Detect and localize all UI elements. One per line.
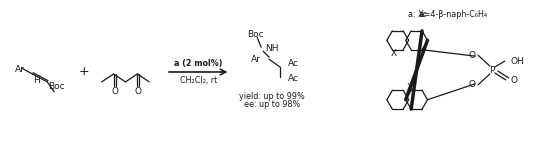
Text: Ar: Ar <box>251 55 261 64</box>
Text: O: O <box>135 87 142 96</box>
Text: yield: up to 99%: yield: up to 99% <box>239 92 305 101</box>
Text: a: X=4-β-naph-C₆H₄: a: X=4-β-naph-C₆H₄ <box>408 10 487 19</box>
Text: Ac: Ac <box>288 59 299 68</box>
Text: CH₂Cl₂, rt: CH₂Cl₂, rt <box>179 76 217 85</box>
Text: +: + <box>78 65 89 79</box>
Text: Boc: Boc <box>48 82 65 91</box>
Text: Ar: Ar <box>14 64 24 74</box>
Text: O: O <box>469 80 476 89</box>
Text: X: X <box>407 83 413 92</box>
Text: a:: a: <box>418 10 427 19</box>
Text: NH: NH <box>265 44 279 53</box>
Text: X: X <box>391 49 397 58</box>
Text: Ac: Ac <box>288 74 299 83</box>
Text: Boc: Boc <box>247 30 263 39</box>
Text: OH: OH <box>511 57 524 66</box>
Text: a (2 mol%): a (2 mol%) <box>174 59 222 68</box>
Text: O: O <box>469 51 476 60</box>
Text: H: H <box>33 76 40 85</box>
Text: O: O <box>511 76 518 85</box>
Text: O: O <box>111 87 118 96</box>
Text: ee: up to 98%: ee: up to 98% <box>244 100 300 109</box>
Text: P: P <box>489 65 495 75</box>
